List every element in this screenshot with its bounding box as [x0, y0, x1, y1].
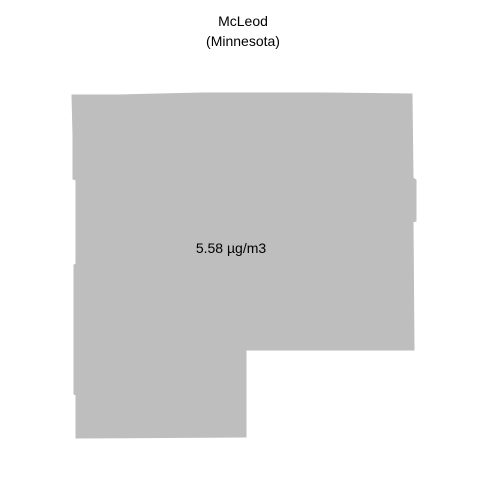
county-shape-mcleod[interactable] [71, 92, 417, 439]
map-subtitle: (Minnesota) [206, 33, 280, 49]
county-value-label: 5.58 µg/m3 [196, 240, 267, 256]
map-title: McLeod [218, 13, 268, 29]
